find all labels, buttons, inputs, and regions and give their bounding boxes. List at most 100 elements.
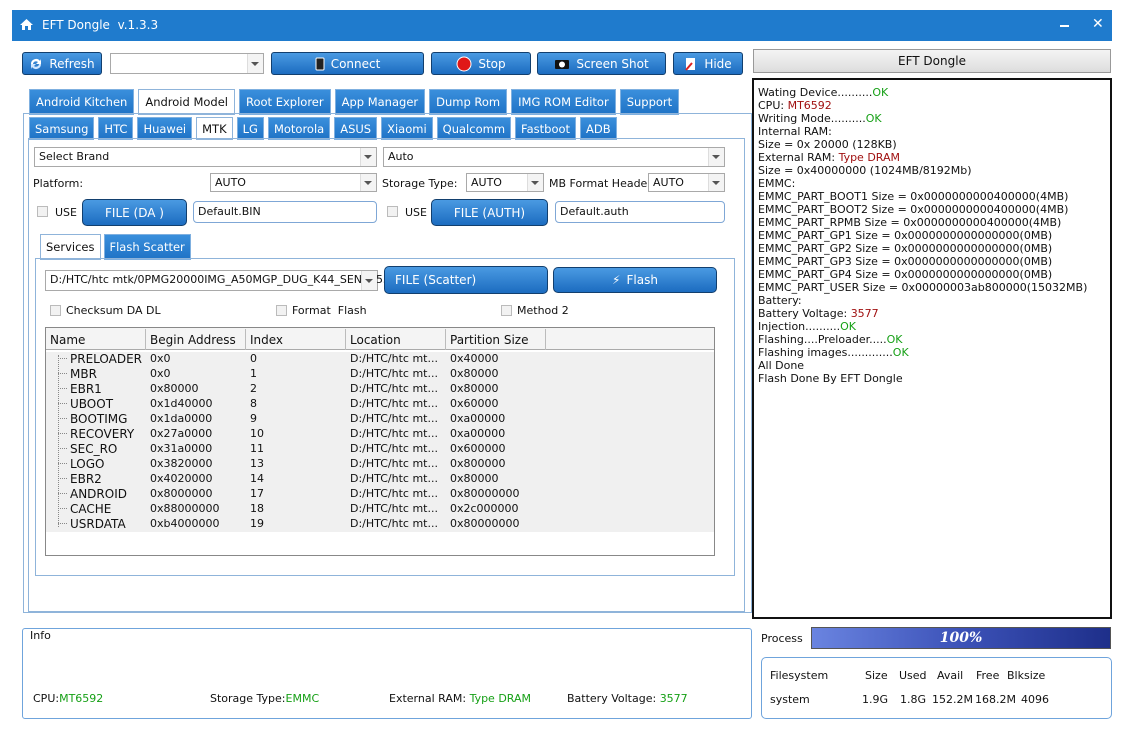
close[interactable]: ✕ — [1092, 16, 1104, 32]
scatter-combo[interactable]: D:/HTC/htc mtk/0PMG20000IMG_A50MGP_DUG_K… — [45, 270, 390, 291]
cell: 0x800000 — [450, 457, 506, 470]
cell: D:/HTC/htc mt... — [350, 442, 438, 455]
log-line: Battery Voltage: 3577 — [758, 307, 1110, 320]
column-header[interactable]: Begin Address — [150, 333, 236, 347]
model-combo[interactable]: Auto — [383, 147, 725, 167]
log-value: OK — [865, 112, 882, 125]
tab[interactable]: Fastboot — [515, 117, 577, 140]
tab[interactable]: Root Explorer — [239, 89, 331, 115]
log-line: Wating Device..........OK — [758, 86, 1110, 99]
arrow — [364, 180, 372, 185]
tab[interactable]: ADB — [580, 117, 617, 140]
column-header[interactable]: Name — [50, 333, 86, 347]
refresh-button[interactable]: Refresh — [22, 52, 102, 75]
log-text: Size = 0x 20000 (128KB) — [758, 138, 897, 151]
cell: D:/HTC/htc mt... — [350, 352, 438, 365]
log-line: EMMC: — [758, 177, 1110, 190]
tab[interactable]: IMG ROM Editor — [511, 89, 616, 115]
tab[interactable]: Android Model — [138, 89, 235, 115]
cell: ANDROID — [70, 487, 127, 501]
tab[interactable]: LG — [236, 117, 264, 140]
home-icon — [20, 19, 33, 30]
checkbox[interactable] — [37, 206, 48, 217]
cell: EBR2 — [70, 472, 102, 486]
tab[interactable]: Motorola — [267, 117, 331, 140]
log-line: EMMC_PART_GP2 Size = 0x0000000000000000(… — [758, 242, 1110, 255]
cell: 13 — [250, 457, 264, 470]
tree-branch — [58, 508, 67, 509]
da-file-input[interactable]: Default.BIN — [193, 201, 377, 223]
device-tabs: Samsung HTC Huawei MTK LG Motorola ASUS Xiaomi Q… — [29, 117, 617, 140]
mb-format-combo[interactable]: AUTO — [648, 173, 725, 192]
log-text: EMMC_PART_GP1 Size = 0x0000000000000000(… — [758, 229, 1053, 242]
tab[interactable]: Flash Scatter — [103, 234, 191, 260]
checkbox[interactable] — [501, 305, 512, 316]
arrow — [712, 180, 720, 185]
minimize[interactable] — [1060, 25, 1069, 27]
screenshot-button[interactable]: Screen Shot — [537, 52, 666, 75]
cell: 11 — [250, 442, 264, 455]
column-header[interactable]: Partition Size — [450, 333, 529, 347]
platform-label: Platform: — [33, 177, 84, 190]
tab[interactable]: Support — [619, 89, 680, 115]
log-value: Type DRAM — [838, 151, 901, 164]
cell: 17 — [250, 487, 264, 500]
storage-combo[interactable]: AUTO — [466, 173, 544, 192]
file-da-button[interactable]: FILE (DA ) — [82, 199, 187, 226]
cell: D:/HTC/htc mt... — [350, 472, 438, 485]
column-header[interactable]: Index — [250, 333, 284, 347]
log-header[interactable]: EFT Dongle — [753, 49, 1111, 73]
file-scatter-button[interactable]: FILE (Scatter) — [384, 266, 548, 294]
file-auth-button[interactable]: FILE (AUTH) — [431, 199, 548, 226]
port-combo[interactable] — [110, 53, 264, 74]
cell: UBOOT — [70, 397, 114, 411]
log-text: EMMC_PART_GP3 Size = 0x0000000000000000(… — [758, 255, 1053, 268]
log-line: EMMC_PART_BOOT1 Size = 0x000000000040000… — [758, 190, 1110, 203]
stop-button[interactable]: Stop — [431, 52, 531, 75]
connect-button[interactable]: Connect — [271, 52, 424, 75]
column-divider — [545, 329, 546, 350]
cell: 10 — [250, 427, 264, 440]
tab[interactable]: HTC — [98, 117, 134, 140]
flash-button[interactable]: ⚡ Flash — [553, 267, 717, 293]
fs-header: Used — [899, 669, 927, 682]
arrow — [531, 180, 539, 185]
tab[interactable]: Services — [40, 234, 101, 260]
log-line: EMMC_PART_RPMB Size = 0x0000000000400000… — [758, 216, 1110, 229]
log-line: Battery: — [758, 294, 1110, 307]
log-text: Injection.......... — [758, 320, 841, 333]
hide-button[interactable]: Hide — [673, 52, 743, 75]
checkbox[interactable] — [276, 305, 287, 316]
log-text: External RAM: — [758, 151, 839, 164]
bolt-icon: ⚡ — [612, 273, 621, 287]
tab[interactable]: Samsung — [29, 117, 95, 140]
brand-combo[interactable]: Select Brand — [34, 147, 377, 167]
tab[interactable]: Android Kitchen — [29, 89, 135, 115]
fs-cell: 1.8G — [900, 693, 927, 706]
fs-header: Size — [865, 669, 888, 682]
cell: 0x80000000 — [450, 487, 520, 500]
column-header[interactable]: Location — [350, 333, 401, 347]
fs-header: Free — [976, 669, 1000, 682]
fs-header: Blksize — [1007, 669, 1046, 682]
tab[interactable]: App Manager — [334, 89, 426, 115]
tab[interactable]: Xiaomi — [381, 117, 433, 140]
log-text: EMMC_PART_USER Size = 0x00000003ab800000… — [758, 281, 1088, 294]
tab[interactable]: Huawei — [137, 117, 193, 140]
cell: 9 — [250, 412, 257, 425]
log-value: 3577 — [850, 307, 879, 320]
checkbox[interactable] — [50, 305, 61, 316]
tab[interactable]: MTK — [196, 117, 233, 140]
label: Stop — [478, 56, 506, 71]
log-text: Battery Voltage: — [758, 307, 851, 320]
arrow — [712, 155, 720, 159]
checkbox[interactable] — [387, 206, 398, 217]
auth-file-input[interactable]: Default.auth — [555, 201, 725, 223]
cell: D:/HTC/htc mt... — [350, 517, 438, 530]
cell: 0 — [250, 352, 257, 365]
tab[interactable]: Dump Rom — [429, 89, 508, 115]
tab[interactable]: Qualcomm — [436, 117, 512, 140]
log-value: OK — [872, 86, 889, 99]
platform-combo[interactable]: AUTO — [210, 173, 377, 192]
tab[interactable]: ASUS — [334, 117, 378, 140]
